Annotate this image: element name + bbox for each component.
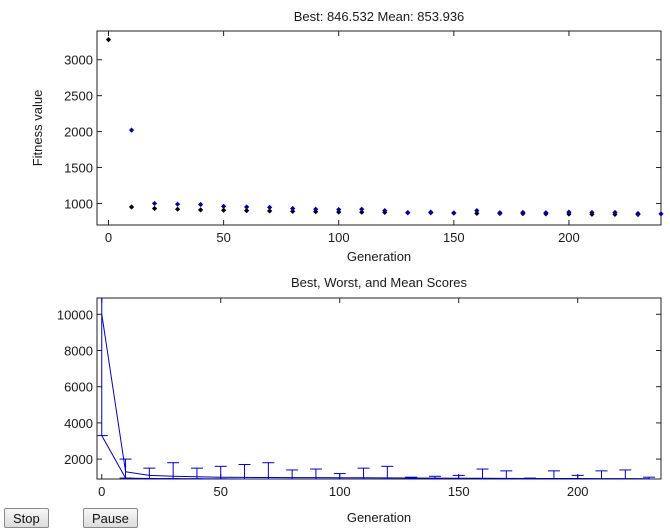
chart1-x-tick-label: 150 — [443, 230, 465, 245]
best-fitness-point — [359, 209, 365, 215]
mean-fitness-point — [313, 206, 319, 212]
mean-fitness-point — [336, 206, 342, 213]
chart2-series — [97, 298, 656, 479]
mean-fitness-point — [658, 211, 664, 217]
chart2-x-tick-label: 100 — [329, 484, 351, 499]
mean-fitness-point — [244, 204, 250, 210]
fitness-scatter-chart: Best: 846.532 Mean: 853.936 Fitness valu… — [30, 9, 664, 264]
best-fitness-point — [174, 206, 181, 212]
chart2-axes: 0 50 100 150 200 2000 4000 6000 8000 10000 — [57, 297, 662, 499]
chart2-y-tick-label: 4000 — [64, 416, 93, 431]
chart2-clip-group — [97, 298, 656, 479]
chart1-x-axis-label: Generation — [347, 249, 411, 264]
chart2-x-tick-label: 150 — [448, 484, 470, 499]
chart1-y-tick-label: 1500 — [64, 161, 93, 176]
mean-fitness-point — [566, 209, 572, 215]
chart1-y-tick-label: 1000 — [64, 196, 93, 211]
best-fitness-point — [267, 208, 273, 214]
scores-line-chart: Best, Worst, and Mean Scores Generation … — [57, 275, 662, 525]
chart2-y-tick-label: 6000 — [64, 380, 93, 395]
chart2-y-tick-label: 8000 — [64, 343, 93, 358]
chart1-y-tick-label: 2000 — [64, 125, 93, 140]
chart2-y-tick-label: 10000 — [57, 307, 93, 322]
mean-fitness-point — [451, 210, 457, 216]
best-fitness-point — [244, 208, 250, 214]
chart1-y-tick-label: 3000 — [64, 53, 93, 68]
stop-button[interactable]: Stop — [4, 508, 49, 528]
best-fitness-point — [151, 205, 158, 212]
mean-fitness-point — [474, 208, 480, 214]
chart1-x-tick-label: 0 — [105, 230, 112, 245]
chart1-points — [105, 37, 664, 218]
mean-fitness-point — [612, 209, 618, 216]
chart1-title: Best: 846.532 Mean: 853.936 — [294, 9, 465, 24]
mean-fitness-point — [174, 201, 181, 207]
mean-fitness-point — [151, 200, 158, 207]
mean-fitness-point — [359, 206, 365, 212]
mean-score-line — [101, 314, 650, 479]
mean-fitness-point — [267, 204, 273, 210]
mean-fitness-point — [382, 208, 388, 214]
chart2-plot-frame — [96, 297, 662, 480]
mean-fitness-point — [428, 209, 434, 215]
mean-fitness-point — [197, 201, 204, 208]
best-fitness-point — [197, 207, 204, 213]
chart2-title: Best, Worst, and Mean Scores — [291, 275, 468, 290]
best-score-line — [101, 435, 435, 479]
mean-fitness-point — [589, 209, 595, 216]
chart1-x-tick-label: 50 — [216, 230, 230, 245]
best-fitness-point — [105, 37, 112, 43]
mean-fitness-point — [520, 209, 526, 216]
chart1-x-tick-label: 200 — [558, 230, 580, 245]
best-fitness-point — [474, 210, 480, 216]
chart2-x-axis-label: Generation — [347, 510, 411, 525]
chart1-y-axis-label: Fitness value — [30, 90, 45, 167]
chart1-axes: 0 50 100 150 200 1000 1500 2000 2500 3000 — [64, 30, 662, 245]
chart1-y-tick-label: 2500 — [64, 89, 93, 104]
chart2-x-tick-label: 200 — [567, 484, 589, 499]
mean-fitness-point — [497, 210, 503, 216]
chart2-x-tick-label: 50 — [214, 484, 228, 499]
best-fitness-point — [290, 208, 296, 214]
chart2-x-tick-label: 0 — [98, 484, 105, 499]
best-fitness-point — [221, 207, 227, 213]
chart1-plot-frame — [96, 30, 662, 226]
mean-fitness-point — [405, 210, 411, 216]
pause-button[interactable]: Pause — [83, 508, 138, 528]
mean-fitness-point — [128, 127, 135, 133]
mean-fitness-point — [543, 210, 549, 216]
best-fitness-point — [128, 204, 135, 210]
mean-fitness-point — [221, 203, 227, 209]
mean-fitness-point — [290, 205, 296, 212]
chart2-y-tick-label: 2000 — [64, 452, 93, 467]
mean-fitness-point — [635, 210, 641, 217]
chart1-x-tick-label: 100 — [328, 230, 350, 245]
